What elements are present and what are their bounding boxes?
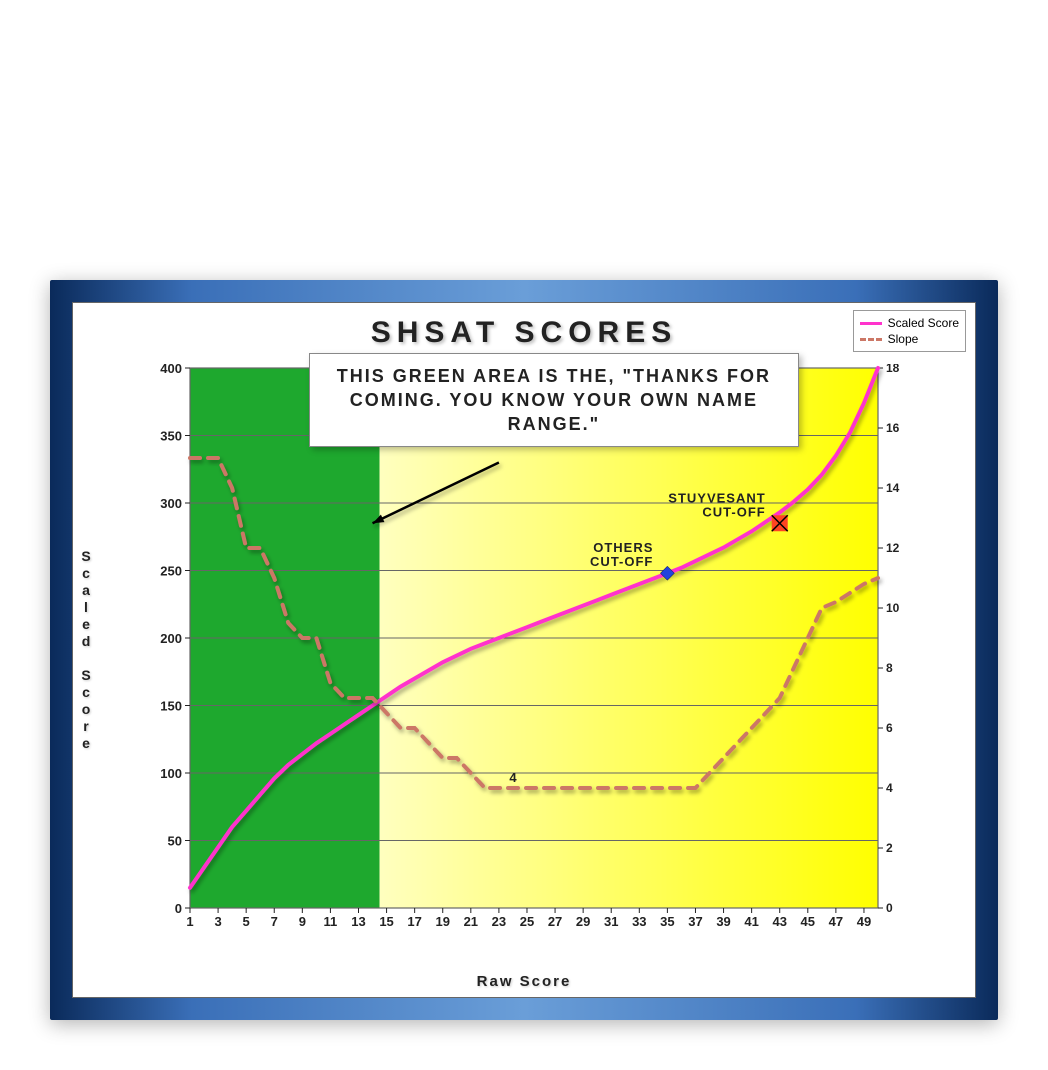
- svg-text:1: 1: [186, 914, 193, 929]
- svg-text:18: 18: [886, 364, 900, 375]
- svg-text:0: 0: [886, 901, 893, 915]
- legend-label: Scaled Score: [888, 316, 959, 330]
- svg-text:27: 27: [548, 914, 562, 929]
- svg-text:2: 2: [886, 841, 893, 855]
- svg-text:250: 250: [160, 564, 182, 579]
- svg-text:6: 6: [886, 721, 893, 735]
- svg-text:350: 350: [160, 429, 182, 444]
- svg-text:39: 39: [716, 914, 730, 929]
- svg-text:5: 5: [243, 914, 250, 929]
- y-axis-left-label: Scaled Score: [78, 548, 94, 752]
- svg-text:15: 15: [379, 914, 393, 929]
- legend-swatch: [860, 338, 882, 341]
- svg-text:21: 21: [464, 914, 478, 929]
- svg-text:35: 35: [660, 914, 674, 929]
- svg-text:150: 150: [160, 699, 182, 714]
- callout-box: This green area is the, "Thanks for comi…: [309, 353, 799, 448]
- plot-area: 1357911131517192123252729313335373941434…: [150, 364, 914, 936]
- legend-item: Slope: [860, 331, 959, 347]
- svg-text:200: 200: [160, 631, 182, 646]
- legend: Scaled Score Slope: [853, 310, 966, 352]
- svg-text:Others: Others: [593, 540, 653, 555]
- svg-text:49: 49: [857, 914, 871, 929]
- svg-text:12: 12: [886, 541, 900, 555]
- svg-text:50: 50: [168, 834, 182, 849]
- svg-text:17: 17: [407, 914, 421, 929]
- svg-text:0: 0: [175, 901, 182, 916]
- chart-panel: SHSAT SCORES Scaled Score Slope Scaled Sc…: [72, 302, 976, 998]
- chart-title: SHSAT SCORES: [72, 316, 976, 350]
- svg-text:33: 33: [632, 914, 646, 929]
- svg-text:31: 31: [604, 914, 618, 929]
- svg-text:29: 29: [576, 914, 590, 929]
- svg-text:47: 47: [829, 914, 843, 929]
- svg-text:13: 13: [351, 914, 365, 929]
- svg-text:300: 300: [160, 496, 182, 511]
- svg-text:41: 41: [744, 914, 758, 929]
- svg-text:cut-off: cut-off: [590, 554, 653, 569]
- svg-text:45: 45: [801, 914, 815, 929]
- svg-text:7: 7: [271, 914, 278, 929]
- svg-text:4: 4: [886, 781, 893, 795]
- svg-text:16: 16: [886, 421, 900, 435]
- svg-text:4: 4: [509, 770, 517, 785]
- svg-text:9: 9: [299, 914, 306, 929]
- svg-text:10: 10: [886, 601, 900, 615]
- chart-frame: SHSAT SCORES Scaled Score Slope Scaled Sc…: [50, 280, 998, 1020]
- legend-item: Scaled Score: [860, 315, 959, 331]
- legend-label: Slope: [888, 332, 919, 346]
- svg-text:8: 8: [886, 661, 893, 675]
- svg-text:14: 14: [886, 481, 900, 495]
- svg-text:cut-off: cut-off: [702, 504, 765, 519]
- svg-text:100: 100: [160, 766, 182, 781]
- svg-text:400: 400: [160, 364, 182, 376]
- svg-text:11: 11: [324, 914, 338, 929]
- svg-text:23: 23: [492, 914, 506, 929]
- svg-text:3: 3: [214, 914, 221, 929]
- x-axis-label: Raw Score: [72, 973, 976, 990]
- svg-text:43: 43: [772, 914, 786, 929]
- legend-swatch: [860, 322, 882, 325]
- svg-text:37: 37: [688, 914, 702, 929]
- svg-text:19: 19: [436, 914, 450, 929]
- svg-text:Stuyvesant: Stuyvesant: [668, 490, 765, 505]
- svg-text:25: 25: [520, 914, 534, 929]
